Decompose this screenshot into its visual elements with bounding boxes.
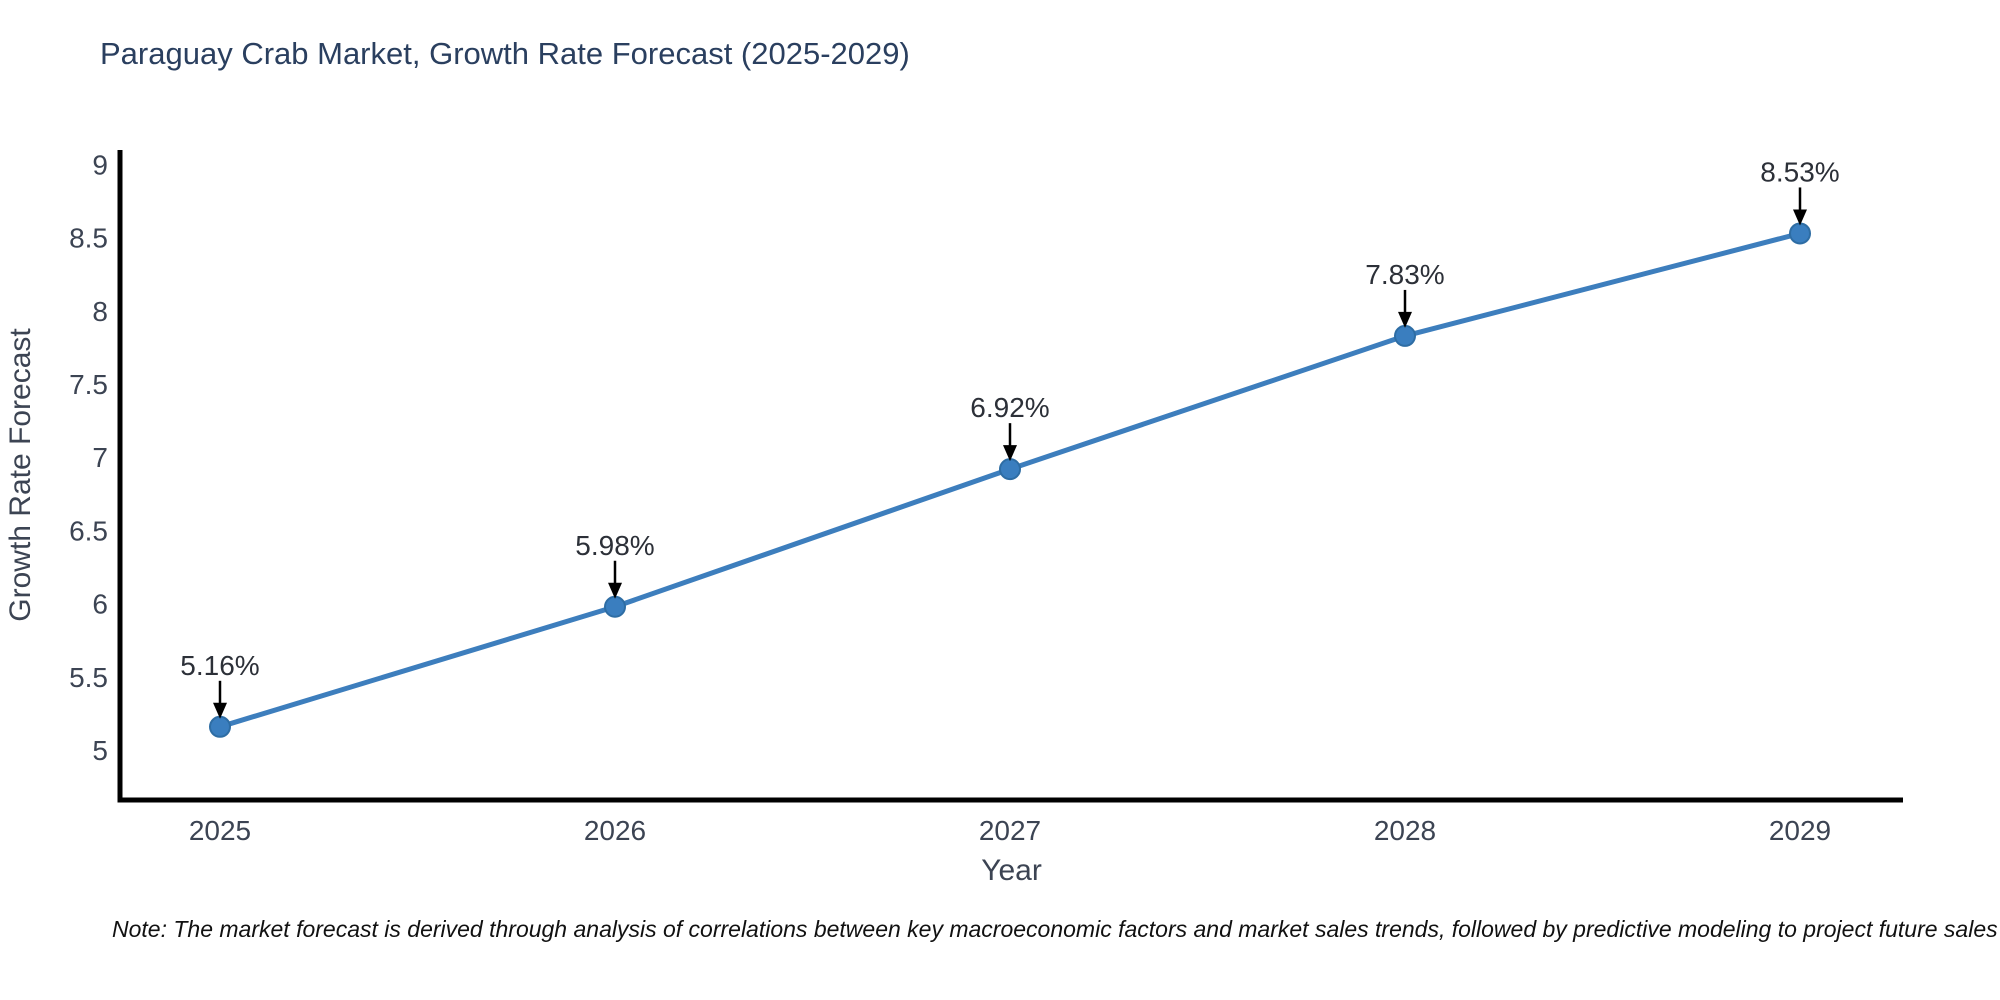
annotation-arrow-head <box>608 582 622 599</box>
annotation-label: 6.92% <box>970 392 1049 423</box>
chart-title: Paraguay Crab Market, Growth Rate Foreca… <box>100 36 910 71</box>
y-tick-label: 7 <box>92 442 108 473</box>
annotation-arrow-head <box>213 702 227 719</box>
y-axis-title: Growth Rate Forecast <box>4 328 37 622</box>
y-tick-label: 5 <box>92 735 108 766</box>
footnote: Note: The market forecast is derived thr… <box>112 916 1998 942</box>
x-tick-label: 2028 <box>1374 815 1436 846</box>
y-tick-label: 8.5 <box>69 223 108 254</box>
annotation-label: 8.53% <box>1760 156 1839 187</box>
x-tick-label: 2027 <box>979 815 1041 846</box>
data-point-marker <box>1789 222 1811 245</box>
y-tick-label: 6 <box>92 589 108 620</box>
data-point-marker <box>209 715 231 738</box>
y-tick-label: 6.5 <box>69 515 108 546</box>
x-tick-label: 2026 <box>584 815 646 846</box>
data-point-marker <box>604 595 626 618</box>
annotation-label: 5.16% <box>180 650 259 681</box>
y-tick-label: 9 <box>92 149 108 180</box>
annotation-arrow-head <box>1793 209 1807 226</box>
annotation-label: 7.83% <box>1365 259 1444 290</box>
data-point-marker <box>999 458 1021 481</box>
y-tick-label: 5.5 <box>69 662 108 693</box>
y-tick-label: 7.5 <box>69 369 108 400</box>
x-tick-label: 2029 <box>1769 815 1831 846</box>
annotation-arrow-head <box>1398 311 1412 328</box>
x-tick-label: 2025 <box>189 815 251 846</box>
annotation-arrow-head <box>1003 445 1017 462</box>
annotation-label: 5.98% <box>575 530 654 561</box>
x-axis-title: Year <box>981 854 1042 887</box>
y-tick-label: 8 <box>92 296 108 327</box>
data-point-marker <box>1394 324 1416 347</box>
